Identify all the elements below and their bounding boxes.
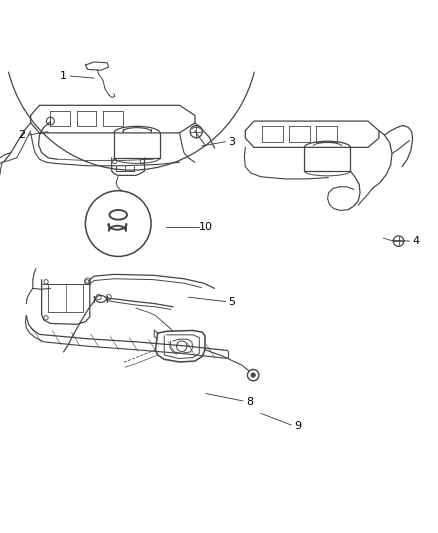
Text: 10: 10 — [199, 222, 213, 232]
Text: 3: 3 — [229, 136, 236, 147]
Text: 9: 9 — [294, 422, 301, 431]
Text: 2: 2 — [18, 130, 25, 140]
Circle shape — [251, 373, 255, 377]
Text: 1: 1 — [60, 71, 67, 81]
Text: 4: 4 — [413, 236, 420, 246]
Text: 8: 8 — [246, 397, 253, 407]
Text: 5: 5 — [229, 296, 236, 306]
